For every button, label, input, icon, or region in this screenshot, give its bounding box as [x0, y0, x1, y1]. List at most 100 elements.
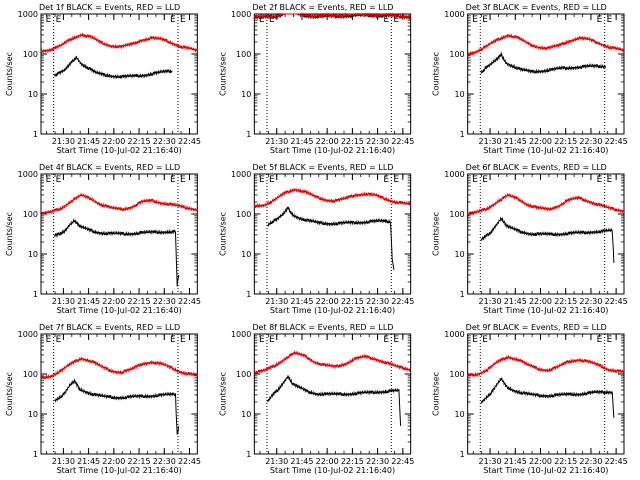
y-axis-label: Counts/sec — [218, 212, 227, 256]
marker-label: E — [269, 175, 275, 185]
plot-frame — [253, 13, 412, 135]
marker-label: E — [472, 175, 478, 185]
chart-title: Det 4f BLACK = Events, RED = LLD — [39, 163, 180, 172]
y-tick-label: 1 — [246, 450, 251, 459]
series-line-events — [267, 206, 395, 270]
series-line-events — [53, 55, 173, 80]
series-line-lld — [467, 33, 625, 56]
series-line-events — [480, 377, 615, 418]
series-line-lld — [40, 356, 198, 380]
series-line-lld — [253, 12, 412, 20]
x-tick-label: 22:00 — [529, 457, 552, 466]
x-axis-label: Start Time (10-Jul-02 21:16:40) — [57, 306, 182, 315]
x-tick-label: 21:45 — [504, 297, 527, 306]
x-tick-label: 21:30 — [479, 297, 502, 306]
x-tick-label: 21:45 — [77, 457, 100, 466]
x-tick-label: 22:45 — [605, 457, 628, 466]
y-tick-label: 100 — [23, 210, 38, 219]
x-axis-label: Start Time (10-Jul-02 21:16:40) — [57, 466, 182, 475]
x-axis-label: Start Time (10-Jul-02 21:16:40) — [483, 146, 608, 155]
x-tick-label: 21:30 — [479, 137, 502, 146]
x-tick-label: 22:45 — [391, 137, 414, 146]
marker-label: E — [180, 175, 186, 185]
plot-frame — [40, 173, 198, 295]
x-tick-label: 22:30 — [366, 297, 389, 306]
y-tick-label: 100 — [236, 210, 251, 219]
x-tick-label: 22:15 — [341, 457, 364, 466]
marker-label: E — [383, 175, 389, 185]
y-tick-label: 10 — [28, 250, 38, 259]
x-tick-label: 22:15 — [128, 137, 151, 146]
marker-label: E — [597, 175, 603, 185]
chart-title: Det 1f BLACK = Events, RED = LLD — [39, 3, 180, 12]
marker-label: E — [259, 15, 265, 25]
y-tick-label: 100 — [449, 50, 464, 59]
x-tick-label: 22:00 — [316, 137, 339, 146]
marker-label: E — [472, 15, 478, 25]
y-axis-label: Counts/sec — [432, 372, 441, 416]
y-tick-label: 1000 — [231, 330, 251, 339]
x-tick-label: 22:15 — [554, 297, 577, 306]
series-line-lld — [467, 354, 625, 378]
y-tick-label: 1 — [460, 290, 465, 299]
series-line-events — [53, 218, 180, 287]
y-axis-label: Counts/sec — [5, 372, 14, 416]
x-tick-label: 22:15 — [554, 137, 577, 146]
x-tick-label: 22:30 — [579, 297, 602, 306]
x-tick-label: 22:30 — [579, 457, 602, 466]
series-line-events — [480, 51, 606, 75]
series-line-lld — [253, 187, 411, 209]
x-tick-label: 21:30 — [479, 457, 502, 466]
x-tick-label: 21:45 — [504, 137, 527, 146]
x-tick-label: 22:45 — [391, 457, 414, 466]
y-tick-label: 100 — [449, 370, 464, 379]
plot-frame — [467, 13, 625, 135]
series-line-lld — [40, 32, 198, 54]
x-tick-label: 22:15 — [128, 457, 151, 466]
marker-label: E — [597, 15, 603, 25]
y-tick-label: 1 — [33, 130, 38, 139]
marker-label: E — [472, 335, 478, 345]
marker-label: E — [482, 15, 488, 25]
marker-label: E — [259, 335, 265, 345]
x-tick-label: 21:30 — [52, 457, 75, 466]
x-tick-label: 22:00 — [102, 457, 125, 466]
x-tick-label: 22:45 — [391, 297, 414, 306]
marker-label: E — [607, 175, 613, 185]
y-tick-label: 100 — [23, 50, 38, 59]
marker-label: E — [393, 15, 399, 25]
x-tick-label: 22:45 — [178, 297, 201, 306]
x-tick-label: 21:45 — [77, 297, 100, 306]
x-tick-label: 22:30 — [153, 137, 176, 146]
x-tick-label: 21:45 — [290, 457, 313, 466]
y-tick-label: 10 — [28, 410, 38, 419]
x-tick-label: 22:00 — [102, 297, 125, 306]
marker-label: E — [482, 335, 488, 345]
x-tick-label: 22:00 — [529, 297, 552, 306]
y-tick-label: 100 — [236, 370, 251, 379]
marker-label: E — [607, 15, 613, 25]
chart-title: Det 6f BLACK = Events, RED = LLD — [466, 163, 607, 172]
marker-label: E — [597, 335, 603, 345]
marker-label: E — [170, 15, 176, 25]
x-tick-label: 22:00 — [529, 137, 552, 146]
x-tick-label: 21:30 — [265, 137, 288, 146]
y-axis-label: Counts/sec — [5, 52, 14, 96]
marker-label: E — [56, 15, 62, 25]
x-tick-label: 22:00 — [316, 457, 339, 466]
x-tick-label: 22:30 — [579, 137, 602, 146]
marker-label: E — [180, 15, 186, 25]
marker-label: E — [259, 175, 265, 185]
y-tick-label: 10 — [241, 410, 251, 419]
x-tick-label: 22:00 — [316, 297, 339, 306]
chart-title: Det 9f BLACK = Events, RED = LLD — [466, 323, 607, 332]
marker-label: E — [180, 335, 186, 345]
marker-label: E — [46, 15, 52, 25]
y-tick-label: 1000 — [18, 330, 38, 339]
series-line-events — [480, 216, 615, 263]
